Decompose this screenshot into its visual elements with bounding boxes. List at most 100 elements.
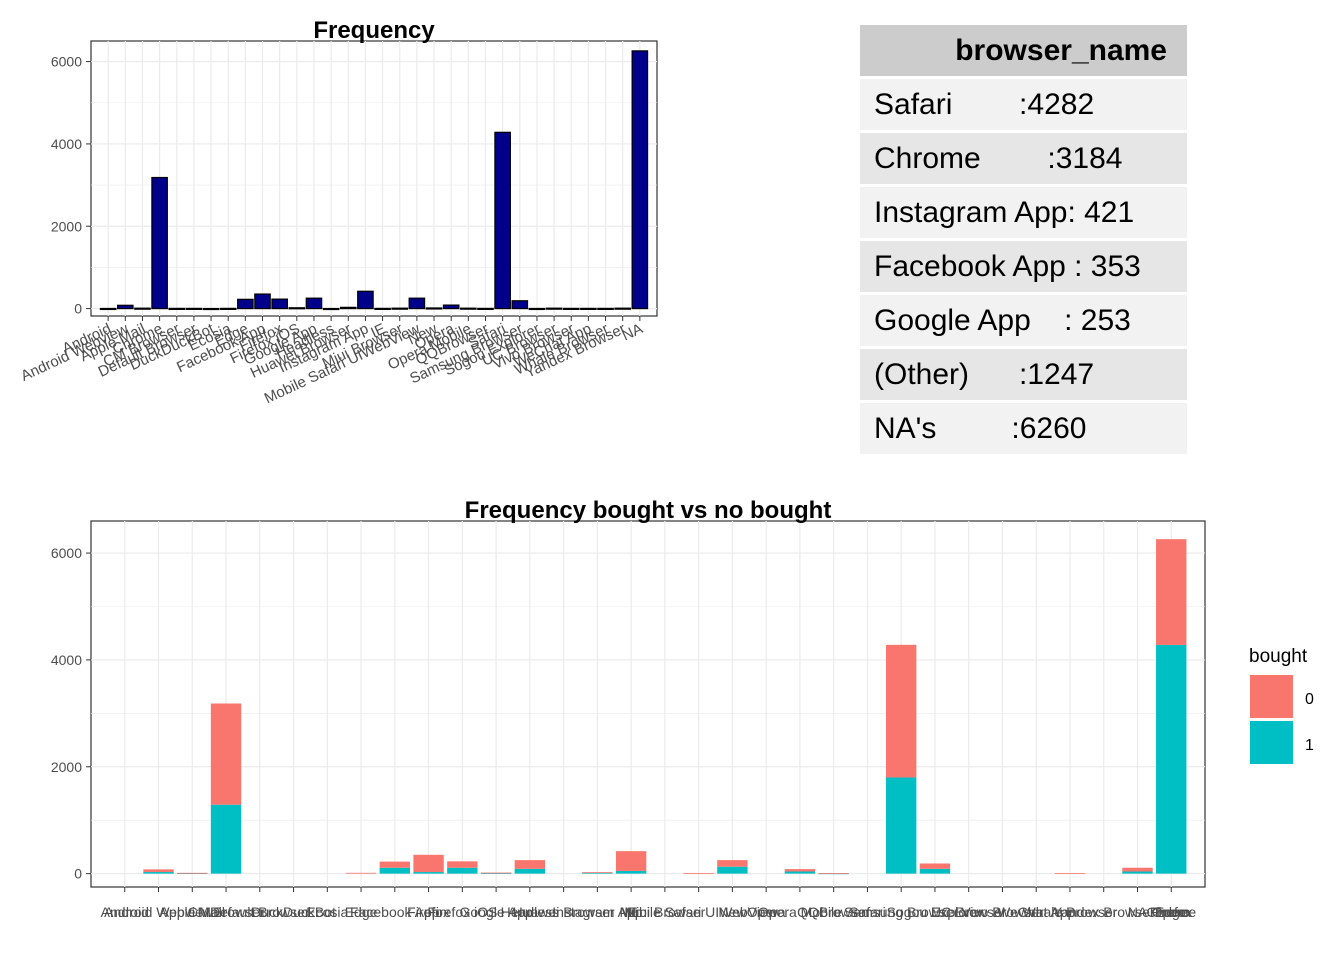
summary-row: Facebook App : 353 — [860, 241, 1187, 295]
x-tick-label: Vivo Browser — [961, 904, 1044, 920]
x-tick-label: WeChat App — [997, 904, 1076, 920]
bar — [305, 297, 323, 310]
bar-segment-1 — [413, 872, 444, 874]
bar-segment-0 — [210, 703, 242, 805]
bar-segment-1 — [379, 867, 411, 874]
bar — [322, 307, 340, 311]
frequency-title: Frequency — [313, 17, 435, 44]
bar — [545, 307, 563, 310]
bar — [408, 297, 426, 310]
bar-segment-1 — [885, 777, 917, 874]
x-tick-label: Samsung Browser — [844, 904, 959, 920]
bar — [99, 307, 117, 311]
bar-segment-1 — [1156, 644, 1187, 874]
x-tick-label: Yandex Browser — [1053, 904, 1155, 920]
legend-title: bought — [1249, 646, 1308, 667]
bar — [202, 307, 220, 311]
bar-segment-0 — [379, 861, 411, 868]
summary-row: Chrome :3184 — [860, 133, 1187, 187]
summary-row: Instagram App: 421 — [860, 187, 1187, 241]
summary-row: Safari :4282 — [860, 79, 1187, 133]
y-tick-label: 6000 — [51, 545, 82, 561]
x-tick-label: Firefox — [407, 904, 450, 920]
x-tick-label: Default Browser — [210, 904, 310, 920]
bar — [597, 307, 614, 310]
bar-segment-0 — [683, 873, 714, 874]
bar — [442, 304, 460, 310]
bar-segment-0 — [447, 861, 478, 868]
x-tick-label: Google App — [460, 904, 533, 920]
y-tick-label: 4000 — [51, 136, 82, 152]
x-tick-label: NA — [1128, 904, 1148, 920]
bar — [562, 307, 580, 310]
x-tick-label: Facebook App — [350, 904, 440, 920]
frequency-bars — [99, 50, 649, 311]
bar-segment-1 — [582, 872, 613, 874]
bar — [477, 307, 494, 310]
x-tick-label: QQBrowser — [797, 904, 870, 920]
x-tick-label: Android — [101, 904, 149, 920]
bar — [494, 131, 511, 310]
x-tick-label: Apple Mail — [160, 904, 225, 920]
x-tick-label: Firefox — [1150, 904, 1193, 920]
bar-segment-0 — [919, 863, 951, 869]
legend-label-1: 1 — [1305, 737, 1314, 754]
bought-y-axis: 0 2000 4000 6000 — [51, 545, 91, 882]
x-tick-label: Opera — [1152, 904, 1191, 920]
bar-segment-0 — [480, 872, 512, 874]
x-tick-label: NA — [619, 320, 645, 344]
x-tick-label: Firefox iOS — [427, 904, 497, 920]
frequency-plot-panel — [90, 40, 658, 317]
x-tick-label: Headless — [501, 904, 559, 920]
bought-plot-panel — [90, 520, 1206, 888]
x-tick-label: UC Browser — [931, 904, 1007, 920]
bar — [151, 176, 168, 310]
summary-header: browser_name — [860, 25, 1187, 79]
bar — [374, 307, 391, 310]
bar-segment-0 — [514, 860, 546, 869]
bar — [185, 307, 203, 310]
summary-row: Google App : 253 — [860, 295, 1187, 349]
summary-row: NA's :6260 — [860, 403, 1187, 457]
bar — [134, 307, 151, 310]
bought-bars — [143, 539, 1187, 875]
bar-segment-1 — [210, 804, 242, 874]
x-tick-label: Huawei Browser — [513, 904, 615, 920]
bar-segment-0 — [177, 872, 208, 874]
x-tick-label: Edge — [345, 904, 378, 920]
x-tick-label: Miui Browser — [624, 904, 705, 920]
bar — [460, 307, 477, 310]
bar-segment-1 — [615, 870, 647, 874]
bar-segment-0 — [1122, 867, 1153, 872]
y-tick-label: 4000 — [51, 652, 82, 668]
bar-segment-1 — [447, 867, 478, 874]
bar — [288, 307, 306, 310]
x-tick-label: Instagram App — [552, 904, 642, 920]
bar-segment-0 — [1054, 873, 1086, 874]
bought-legend: bought 0 1 — [1249, 646, 1314, 764]
x-tick-label: Android Webview — [104, 904, 214, 920]
bar-segment-0 — [885, 644, 917, 778]
bar — [357, 290, 374, 310]
x-tick-label: Sogou Explorer — [887, 904, 984, 920]
bar-segment-1 — [784, 871, 816, 874]
bar-segment-0 — [818, 873, 849, 874]
bar-segment-1 — [717, 866, 748, 874]
bar-segment-1 — [919, 868, 951, 874]
legend-label-0: 0 — [1305, 691, 1314, 708]
bar-segment-0 — [413, 854, 444, 873]
bar-segment-1 — [514, 868, 546, 874]
frequency-y-axis: 0 2000 4000 6000 — [51, 54, 91, 317]
bought-title: Frequency bought vs no bought — [465, 497, 832, 524]
y-tick-label: 0 — [74, 866, 82, 882]
x-tick-label: IE — [625, 904, 638, 920]
bar-segment-1 — [1122, 871, 1153, 874]
bar — [254, 293, 271, 310]
bar-segment-0 — [582, 872, 613, 873]
bar — [580, 307, 597, 310]
summary-row: (Other) :1247 — [860, 349, 1187, 403]
